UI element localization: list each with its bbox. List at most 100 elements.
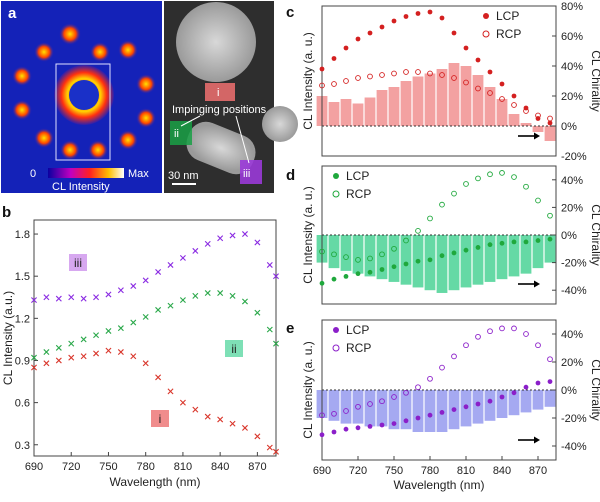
data-point-ii bbox=[266, 326, 273, 333]
panel-label-b: b bbox=[2, 204, 11, 221]
x-stroke bbox=[117, 349, 124, 356]
series-label-i: i bbox=[159, 412, 162, 426]
data-point-ii bbox=[93, 332, 100, 339]
x-stroke bbox=[43, 349, 50, 356]
chirality-bar-e bbox=[508, 390, 520, 416]
data-point-iii bbox=[80, 295, 87, 302]
data-point-iii bbox=[192, 247, 199, 254]
data-point-i bbox=[273, 448, 279, 455]
lcp-point-e bbox=[511, 390, 517, 396]
x-stroke bbox=[241, 424, 248, 431]
x-stroke bbox=[179, 254, 186, 261]
data-point-i bbox=[93, 350, 100, 357]
arrow-head bbox=[534, 280, 540, 288]
x-stroke bbox=[254, 309, 261, 316]
y2-tick-label: -20% bbox=[561, 258, 587, 270]
lcp-point-d bbox=[415, 258, 421, 264]
x-stroke bbox=[179, 297, 186, 304]
rcp-point-d bbox=[547, 212, 553, 219]
series-label-ii: ii bbox=[231, 342, 236, 356]
legend-rcp-label: RCP bbox=[346, 341, 371, 355]
rcp-point-c bbox=[331, 81, 337, 87]
lcp-point-e bbox=[463, 404, 469, 410]
lcp-point-e bbox=[343, 426, 349, 432]
rcp-point-c bbox=[475, 85, 481, 92]
chirality-bar-d bbox=[484, 235, 496, 282]
chirality-bar-e bbox=[328, 390, 340, 421]
data-point-iii bbox=[130, 283, 137, 290]
lcp-point-e bbox=[367, 424, 373, 429]
chirality-bar-e bbox=[496, 390, 508, 418]
rcp-point-e bbox=[391, 394, 397, 400]
chirality-bar-e bbox=[424, 390, 436, 432]
x-stroke bbox=[155, 268, 162, 275]
rcp-point-d bbox=[523, 183, 529, 190]
lcp-point-c bbox=[415, 11, 421, 16]
data-point-i bbox=[217, 416, 224, 423]
x-stroke bbox=[204, 240, 211, 247]
panel-a: 0 Max CL Intensity a i ii iii Impinging … bbox=[1, 1, 298, 193]
rcp-point-c bbox=[463, 79, 469, 86]
rcp-point-d bbox=[343, 254, 349, 260]
data-point-iii bbox=[167, 261, 174, 268]
y2-tick-label: 60% bbox=[561, 31, 583, 43]
lcp-point-d bbox=[367, 269, 373, 275]
rcp-point-e bbox=[475, 333, 481, 340]
data-point-iii bbox=[93, 294, 100, 301]
chirality-bar-c bbox=[520, 123, 532, 126]
position-iii-marker bbox=[240, 160, 262, 184]
y2-tick-label: 0% bbox=[561, 230, 577, 242]
x-stroke bbox=[142, 277, 149, 284]
data-point-i bbox=[229, 420, 236, 427]
lcp-point-c bbox=[391, 18, 397, 24]
x-stroke bbox=[55, 344, 62, 351]
data-point-iii bbox=[55, 295, 62, 302]
x-stroke bbox=[273, 340, 279, 347]
chirality-bar-e bbox=[412, 390, 424, 432]
x-stroke bbox=[192, 247, 199, 254]
x-stroke bbox=[217, 235, 224, 242]
lcp-point-c bbox=[499, 81, 505, 87]
x-stroke bbox=[167, 261, 174, 268]
lcp-point-c bbox=[319, 66, 325, 72]
x-stroke bbox=[130, 283, 137, 290]
pointer-line bbox=[180, 115, 201, 127]
x-tick-label: 870 bbox=[248, 461, 266, 473]
legend-rcp-marker bbox=[332, 344, 340, 352]
x-stroke bbox=[55, 295, 62, 302]
chirality-bar-d bbox=[460, 235, 472, 288]
y2-tick-label: -20% bbox=[561, 151, 587, 163]
legend-lcp-label: LCP bbox=[346, 323, 369, 337]
chirality-bar-e bbox=[520, 390, 532, 413]
x-stroke bbox=[130, 319, 137, 326]
chirality-bar-e bbox=[472, 390, 484, 424]
lcp-point-d bbox=[331, 276, 337, 282]
selection-box bbox=[55, 63, 111, 161]
y2-axis-label-e: CL Chirality bbox=[589, 359, 600, 421]
data-point-i bbox=[204, 413, 211, 420]
x-stroke bbox=[55, 357, 62, 364]
position-i-marker bbox=[205, 83, 235, 101]
data-point-ii bbox=[105, 327, 112, 334]
rcp-point-c bbox=[319, 82, 325, 89]
data-point-ii bbox=[130, 319, 137, 326]
lcp-point-d bbox=[355, 271, 361, 277]
chirality-bar-c bbox=[460, 66, 472, 126]
rcp-point-e bbox=[331, 410, 337, 417]
data-point-i bbox=[179, 399, 186, 406]
rcp-point-d bbox=[367, 255, 373, 262]
data-point-iii bbox=[117, 287, 124, 294]
panel-label-e: e bbox=[286, 320, 294, 337]
chirality-bar-c bbox=[388, 87, 400, 126]
x-stroke bbox=[105, 291, 112, 298]
lcp-point-d bbox=[427, 257, 433, 263]
rcp-point-e bbox=[547, 356, 553, 363]
cl-dot bbox=[59, 23, 81, 45]
impinging-label: Impinging positions bbox=[172, 104, 267, 116]
lcp-point-e bbox=[355, 425, 361, 431]
chirality-bar-c bbox=[352, 103, 364, 126]
data-point-iii bbox=[254, 239, 261, 246]
legend-rcp-marker bbox=[482, 30, 490, 38]
lcp-point-e bbox=[391, 421, 397, 426]
y-tick-label: 1.8 bbox=[15, 229, 30, 241]
